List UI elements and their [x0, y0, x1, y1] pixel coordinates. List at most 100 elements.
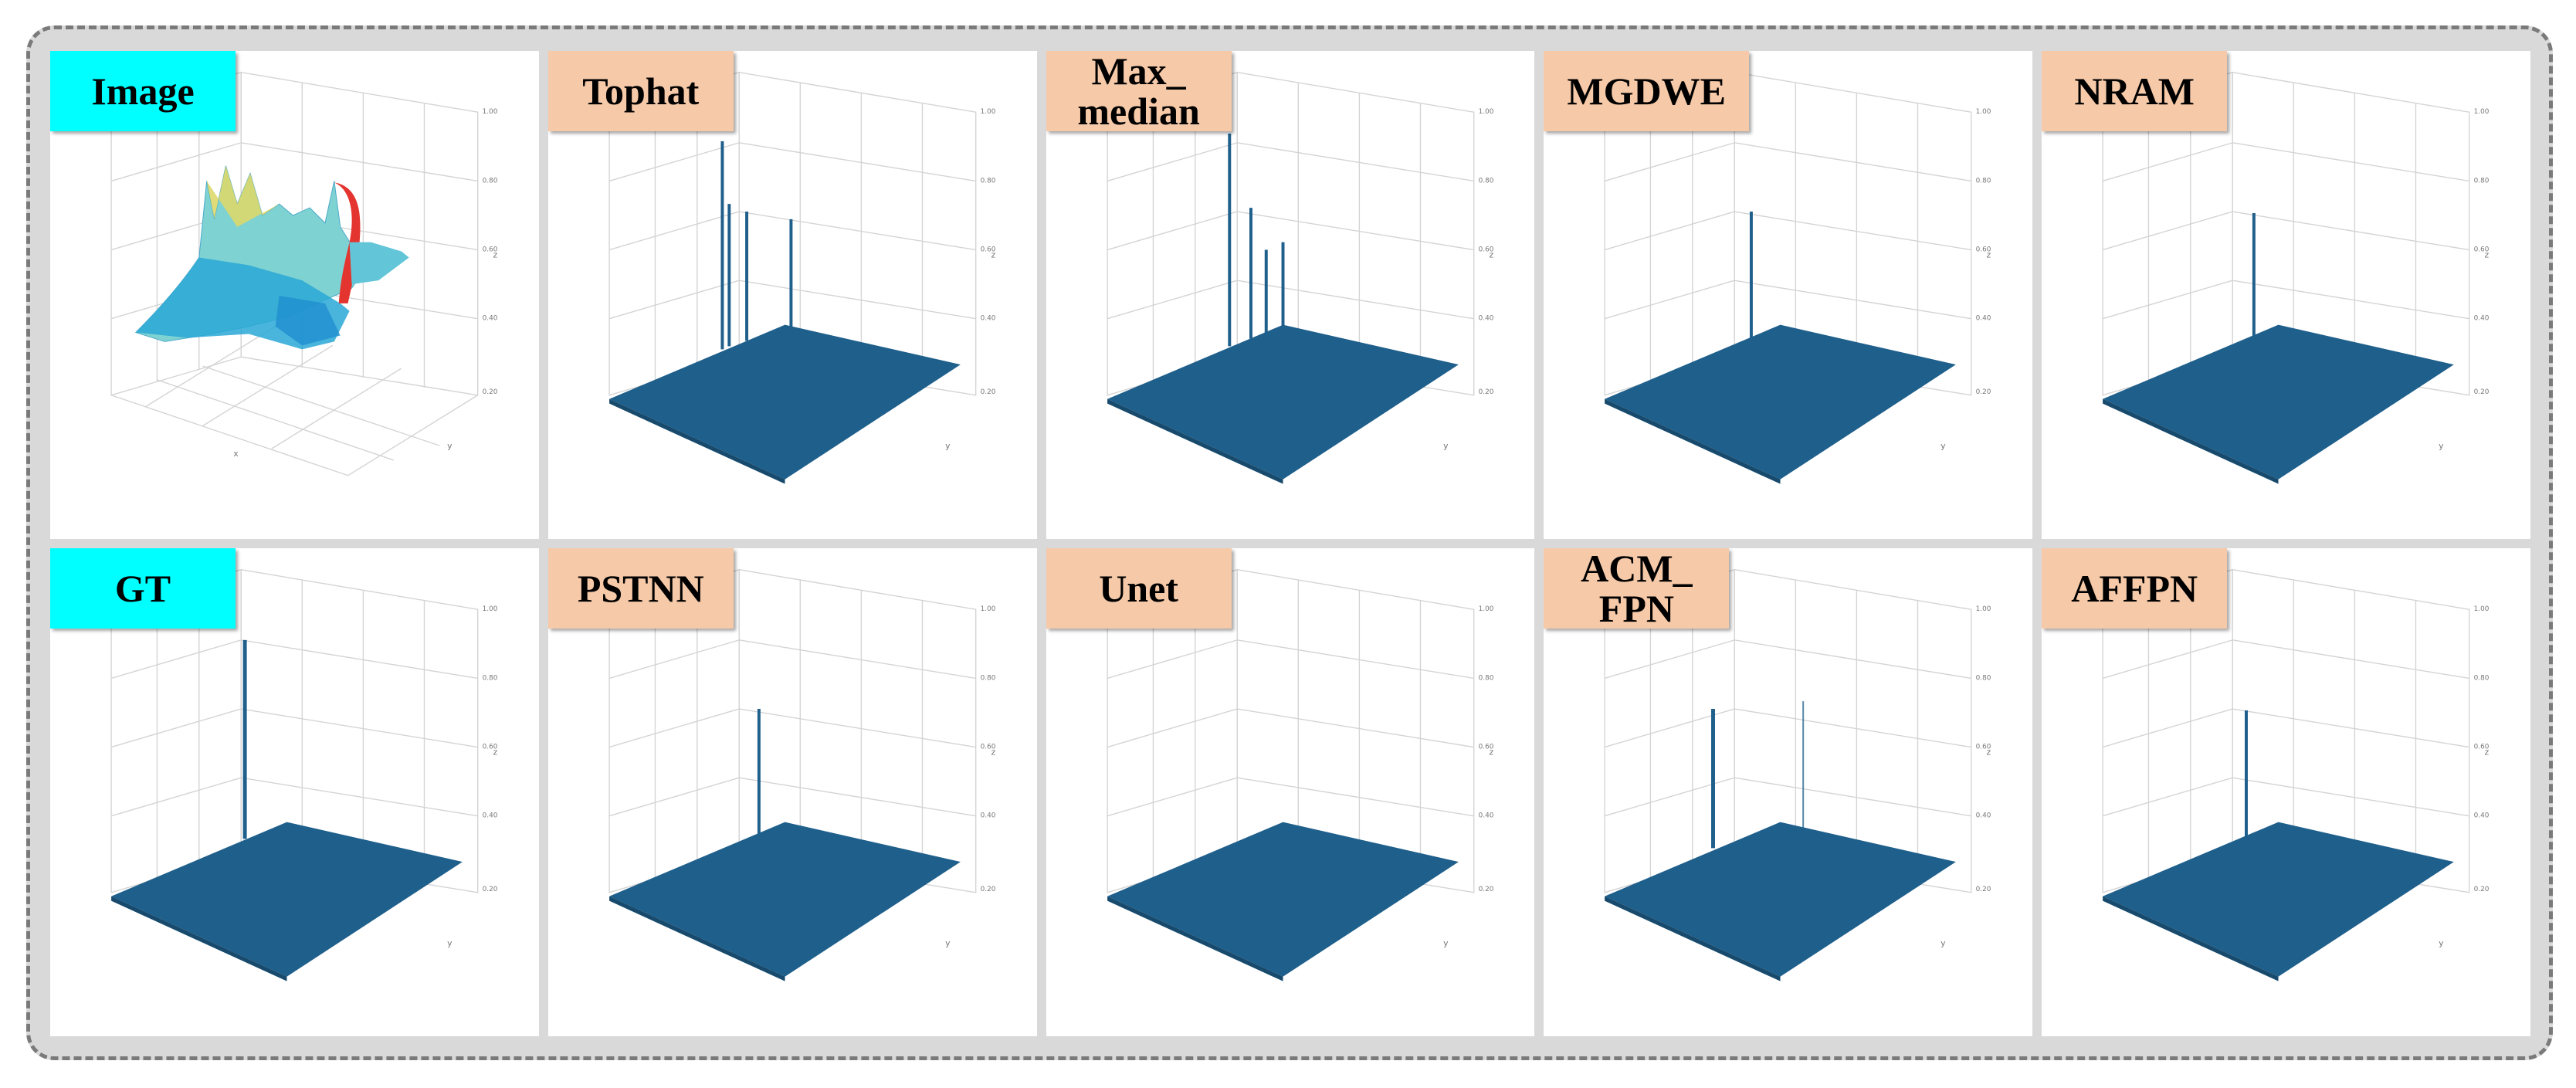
svg-text:z: z [991, 747, 995, 757]
svg-text:z: z [1489, 747, 1493, 757]
surface-plot-tophat: 1.000.800.600.400.20z xy [608, 71, 996, 484]
surface-plot-image: 1.00 0.80 0.60 0.40 0.20 z x y [110, 71, 498, 476]
panel-label-image: Image [50, 51, 236, 131]
svg-text:0.40: 0.40 [1976, 812, 1991, 820]
panel-unet: 1.000.800.600.400.20z xy Unet [1046, 548, 1535, 1036]
panel-gt: 1.000.800.600.400.20z xy GT [50, 548, 539, 1036]
panel-label-unet: Unet [1046, 548, 1232, 629]
svg-text:1.00: 1.00 [1976, 108, 1991, 116]
svg-text:0.80: 0.80 [1478, 674, 1493, 682]
svg-text:y: y [2439, 938, 2444, 948]
svg-text:1.00: 1.00 [1478, 605, 1493, 613]
svg-text:z: z [1987, 249, 1991, 259]
svg-text:0.20: 0.20 [980, 388, 995, 396]
svg-text:z: z [1987, 747, 1991, 757]
svg-text:0.40: 0.40 [1478, 315, 1493, 323]
svg-text:y: y [1941, 938, 1947, 948]
svg-text:z: z [493, 249, 497, 259]
svg-text:0.80: 0.80 [980, 177, 995, 185]
svg-text:0.80: 0.80 [2474, 674, 2490, 682]
panel-label-max-median: Max_ median [1046, 51, 1232, 131]
panel-affpn: 1.000.800.600.400.20z xy AFFPN [2042, 548, 2530, 1036]
svg-text:0.60: 0.60 [1478, 744, 1493, 751]
svg-text:y: y [1443, 938, 1449, 948]
svg-text:0.80: 0.80 [1976, 177, 1991, 185]
svg-text:0.40: 0.40 [483, 315, 498, 323]
svg-text:0.40: 0.40 [483, 812, 498, 820]
svg-text:y: y [1941, 441, 1947, 451]
svg-text:0.60: 0.60 [2474, 744, 2490, 751]
svg-text:1.00: 1.00 [2474, 605, 2490, 613]
svg-text:x: x [233, 449, 239, 459]
panel-label-affpn: AFFPN [2042, 548, 2228, 629]
svg-text:1.00: 1.00 [2474, 108, 2490, 116]
panel-tophat: 1.000.800.600.400.20z xy Tophat [547, 51, 1037, 539]
svg-text:z: z [2485, 747, 2490, 757]
panel-image: 1.00 0.80 0.60 0.40 0.20 z x y Image [50, 51, 539, 539]
svg-text:0.60: 0.60 [2474, 246, 2490, 254]
svg-text:0.60: 0.60 [483, 744, 498, 751]
svg-text:z: z [493, 747, 497, 757]
svg-text:z: z [991, 249, 995, 259]
svg-text:0.60: 0.60 [980, 744, 995, 751]
panel-max-median: 1.000.800.600.400.20z xy Max_ median [1046, 51, 1535, 539]
svg-text:0.80: 0.80 [980, 674, 995, 682]
svg-text:y: y [2439, 441, 2444, 451]
svg-text:0.40: 0.40 [2474, 315, 2490, 323]
surface-plot-max-median: 1.000.800.600.400.20z xy [1107, 71, 1493, 484]
svg-text:0.20: 0.20 [483, 886, 498, 893]
panel-grid: 1.00 0.80 0.60 0.40 0.20 z x y Image [50, 51, 2530, 1036]
svg-text:0.60: 0.60 [1478, 246, 1493, 254]
svg-text:y: y [447, 938, 452, 948]
surface-plot-nram: 1.000.800.600.400.20z xy [2102, 71, 2490, 484]
panel-label-tophat: Tophat [547, 51, 734, 131]
svg-text:1.00: 1.00 [1976, 605, 1991, 613]
svg-text:0.80: 0.80 [483, 674, 498, 682]
svg-text:0.20: 0.20 [1976, 388, 1991, 396]
svg-text:0.20: 0.20 [483, 388, 498, 396]
svg-text:0.40: 0.40 [1478, 812, 1493, 820]
svg-text:0.20: 0.20 [1976, 886, 1991, 893]
svg-text:0.60: 0.60 [1976, 744, 1991, 751]
svg-text:0.60: 0.60 [980, 246, 995, 254]
panel-label-mgdwe: MGDWE [1544, 51, 1749, 131]
svg-text:1.00: 1.00 [483, 605, 498, 613]
panel-label-acm-fpn: ACM_ FPN [1544, 548, 1730, 629]
panel-acm-fpn: 1.000.800.600.400.20z xy ACM_ FPN [1544, 548, 2033, 1036]
svg-text:1.00: 1.00 [483, 108, 498, 116]
surface-plot-unet: 1.000.800.600.400.20z xy [1107, 568, 1493, 981]
surface-plot-acm-fpn: 1.000.800.600.400.20z xy [1604, 568, 1991, 981]
svg-text:0.80: 0.80 [1478, 177, 1493, 185]
svg-text:y: y [1443, 441, 1449, 451]
svg-text:y: y [447, 441, 452, 451]
svg-text:0.40: 0.40 [980, 812, 995, 820]
svg-text:0.40: 0.40 [2474, 812, 2490, 820]
panel-label-gt: GT [50, 548, 236, 629]
svg-text:1.00: 1.00 [980, 605, 995, 613]
svg-text:0.20: 0.20 [980, 886, 995, 893]
svg-text:z: z [1489, 249, 1493, 259]
svg-text:0.20: 0.20 [2474, 886, 2490, 893]
svg-text:0.20: 0.20 [1478, 388, 1493, 396]
panel-label-pstnn: PSTNN [547, 548, 734, 629]
svg-text:y: y [945, 938, 951, 948]
svg-text:0.20: 0.20 [1478, 886, 1493, 893]
svg-text:z: z [2485, 249, 2490, 259]
panel-nram: 1.000.800.600.400.20z xy NRAM [2042, 51, 2530, 539]
figure-frame: 1.00 0.80 0.60 0.40 0.20 z x y Image [26, 25, 2553, 1060]
svg-text:1.00: 1.00 [1478, 108, 1493, 116]
panel-mgdwe: 1.000.800.600.400.20z xy MGDWE [1544, 51, 2033, 539]
svg-text:0.60: 0.60 [483, 246, 498, 254]
svg-text:0.40: 0.40 [980, 315, 995, 323]
surface-plot-pstnn: 1.000.800.600.400.20z xy [608, 568, 996, 981]
svg-text:0.60: 0.60 [1976, 246, 1991, 254]
svg-text:1.00: 1.00 [980, 108, 995, 116]
panel-label-nram: NRAM [2042, 51, 2228, 131]
svg-text:0.80: 0.80 [483, 177, 498, 185]
panel-pstnn: 1.000.800.600.400.20z xy PSTNN [547, 548, 1037, 1036]
svg-text:0.80: 0.80 [2474, 177, 2490, 185]
svg-text:y: y [945, 441, 951, 451]
svg-text:0.20: 0.20 [2474, 388, 2490, 396]
surface-plot-gt: 1.000.800.600.400.20z xy [110, 568, 498, 981]
svg-text:0.80: 0.80 [1976, 674, 1991, 682]
